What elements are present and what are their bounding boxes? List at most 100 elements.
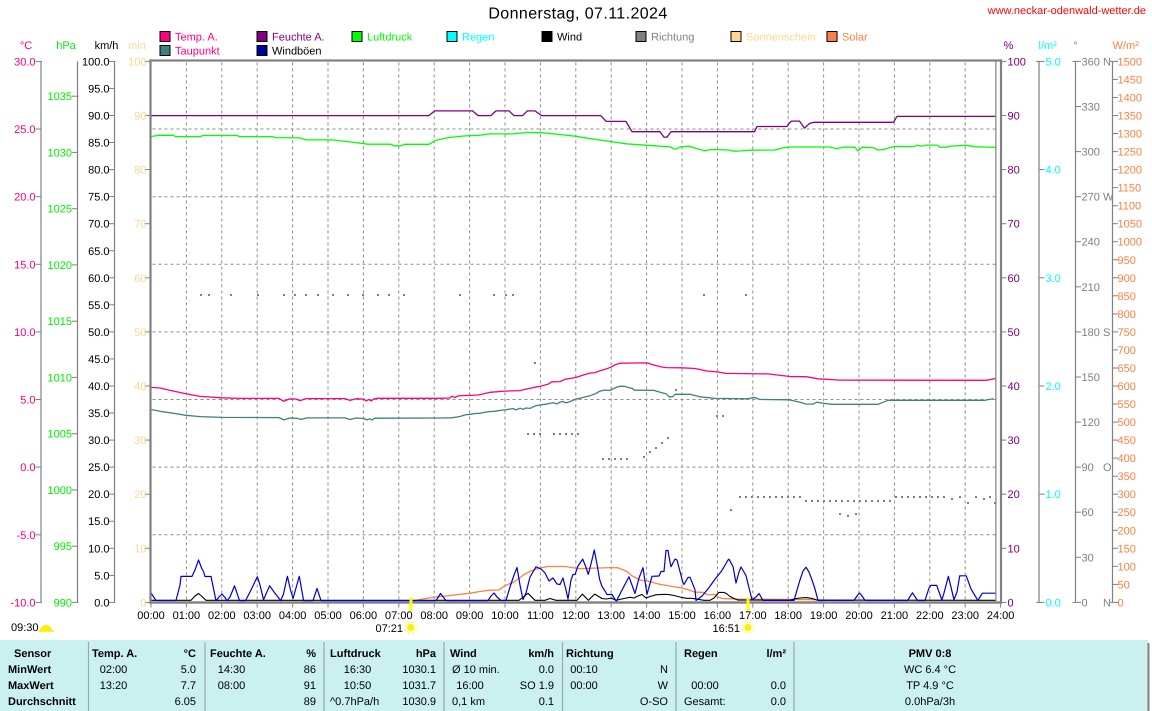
svg-text:°C: °C [20,40,32,52]
svg-text:1015: 1015 [48,316,72,328]
svg-text:06:00: 06:00 [350,610,378,622]
svg-text:Solar: Solar [842,32,868,44]
svg-text:150: 150 [1082,372,1100,384]
svg-text:10:50: 10:50 [344,680,372,692]
svg-text:Regen: Regen [684,648,718,660]
svg-text:1030: 1030 [48,147,72,159]
svg-text:250: 250 [1118,507,1136,519]
svg-text:0: 0 [1118,597,1124,609]
svg-text:550: 550 [1118,399,1136,411]
svg-text:40: 40 [134,381,146,393]
svg-text:13:00: 13:00 [597,610,625,622]
svg-text:23:00: 23:00 [951,610,979,622]
svg-text:0.0hPa/3h: 0.0hPa/3h [905,696,955,708]
svg-text:30: 30 [134,435,146,447]
svg-text:0.0: 0.0 [94,597,109,609]
svg-text:1400: 1400 [1118,93,1142,105]
svg-text:20:00: 20:00 [845,610,873,622]
svg-text:200: 200 [1118,525,1136,537]
svg-text:00:00: 00:00 [570,680,598,692]
svg-text:0.0: 0.0 [771,680,786,692]
svg-text:120: 120 [1082,417,1100,429]
svg-text:24:00: 24:00 [987,610,1015,622]
svg-text:14:00: 14:00 [633,610,661,622]
svg-text:hPa: hPa [56,40,76,52]
svg-text:10.0: 10.0 [88,543,109,555]
svg-text:PMV 0:8: PMV 0:8 [909,648,952,660]
svg-text:86: 86 [304,664,316,676]
svg-text:12:00: 12:00 [562,610,590,622]
svg-text:80: 80 [1008,165,1020,177]
svg-text:Durchschnitt: Durchschnitt [8,696,76,708]
svg-text:16:51: 16:51 [712,623,740,635]
svg-text:Sensor: Sensor [14,648,52,660]
svg-text:10:00: 10:00 [491,610,519,622]
svg-text:Taupunkt: Taupunkt [175,46,220,58]
svg-text:0.0: 0.0 [539,664,554,676]
svg-text:5.0: 5.0 [94,570,109,582]
svg-text:1350: 1350 [1118,111,1142,123]
svg-text:150: 150 [1118,543,1136,555]
svg-text:15.0: 15.0 [14,259,35,271]
svg-text:7.7: 7.7 [181,680,196,692]
svg-text:-5.0: -5.0 [17,530,36,542]
svg-text:0: 0 [140,597,146,609]
svg-text:89: 89 [304,696,316,708]
svg-text:°: ° [1073,40,1077,52]
svg-text:5.0: 5.0 [181,664,196,676]
svg-text:500: 500 [1118,417,1136,429]
svg-text:km/h: km/h [528,648,554,660]
svg-text:W/m²: W/m² [1113,40,1140,52]
svg-text:300: 300 [1118,489,1136,501]
svg-text:-10.0: -10.0 [10,597,35,609]
svg-text:10: 10 [134,543,146,555]
svg-text:Luftdruck: Luftdruck [367,32,413,44]
svg-text:l/m²: l/m² [766,648,786,660]
svg-text:SO 1.9: SO 1.9 [520,680,554,692]
svg-text:08:00: 08:00 [218,680,246,692]
svg-text:100: 100 [1008,56,1026,68]
svg-text:180: 180 [1082,327,1100,339]
svg-text:70: 70 [1008,219,1020,231]
svg-text:16:00: 16:00 [456,680,484,692]
svg-text:km/h: km/h [95,40,119,52]
svg-text:1300: 1300 [1118,129,1142,141]
svg-text:60: 60 [1008,273,1020,285]
svg-text:0.0: 0.0 [1046,597,1061,609]
svg-text:25.0: 25.0 [88,462,109,474]
svg-text:13:20: 13:20 [100,680,128,692]
svg-text:80: 80 [134,165,146,177]
svg-text:Windböen: Windböen [272,46,322,58]
svg-text:N: N [1103,56,1111,68]
svg-text:400: 400 [1118,453,1136,465]
svg-text:MinWert: MinWert [8,664,52,676]
svg-text:02:00: 02:00 [208,610,236,622]
svg-text:1030.1: 1030.1 [402,664,436,676]
svg-text:1025: 1025 [48,204,72,216]
svg-text:S: S [1103,327,1110,339]
svg-text:2.0: 2.0 [1046,381,1061,393]
svg-text:0.0: 0.0 [771,696,786,708]
svg-text:70: 70 [134,219,146,231]
svg-text:40.0: 40.0 [88,381,109,393]
svg-text:09:30: 09:30 [11,622,39,634]
svg-text:80.0: 80.0 [88,165,109,177]
svg-text:90: 90 [1008,111,1020,123]
svg-text:100: 100 [1118,561,1136,573]
svg-text:00:10: 00:10 [570,664,598,676]
svg-text:25.0: 25.0 [14,124,35,136]
svg-text:100: 100 [128,56,146,68]
svg-text:950: 950 [1118,255,1136,267]
svg-text:1.0: 1.0 [1046,489,1061,501]
svg-text:22:00: 22:00 [916,610,944,622]
svg-text:300: 300 [1082,147,1100,159]
svg-text:700: 700 [1118,345,1136,357]
svg-text:Feuchte A.: Feuchte A. [272,32,325,44]
svg-text:270: 270 [1082,192,1100,204]
svg-text:Temp. A.: Temp. A. [92,648,137,660]
svg-text:50.0: 50.0 [88,327,109,339]
svg-text:MaxWert: MaxWert [8,680,54,692]
svg-text:330: 330 [1082,102,1100,114]
svg-text:01:00: 01:00 [173,610,201,622]
svg-text:450: 450 [1118,435,1136,447]
